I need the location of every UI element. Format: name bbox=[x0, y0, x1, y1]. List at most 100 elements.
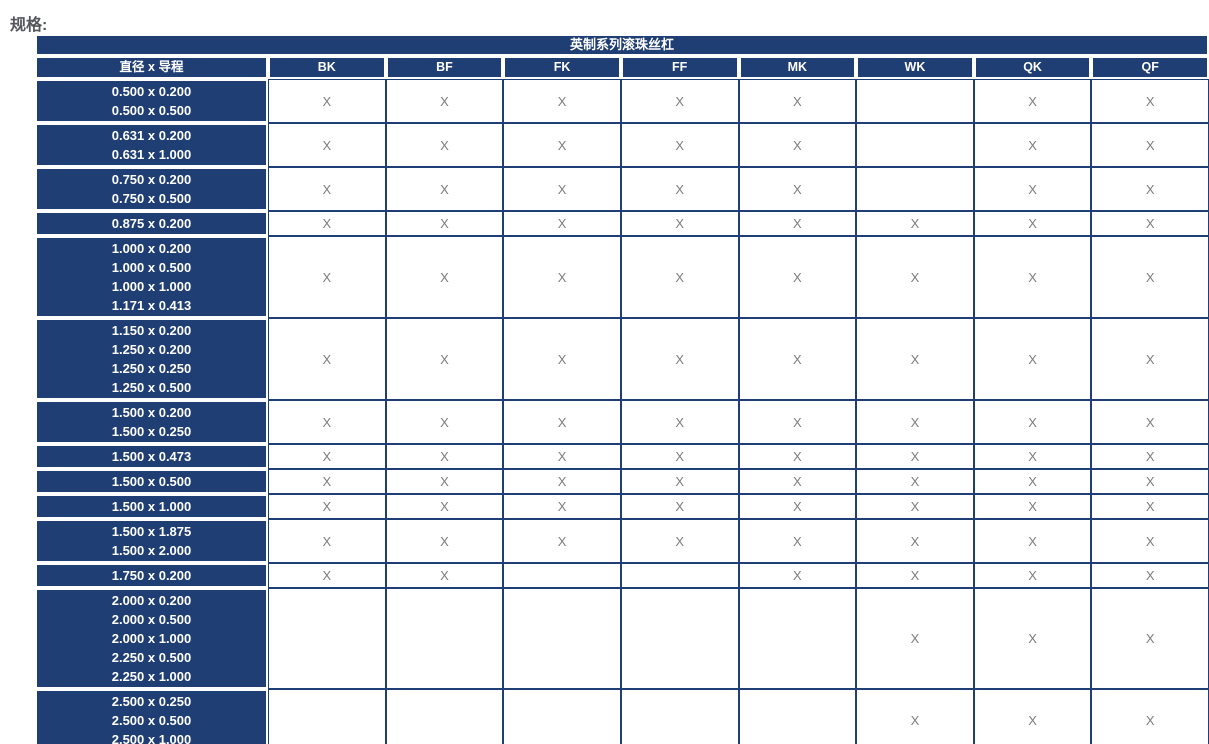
mark-cell: X bbox=[856, 519, 974, 563]
row-label-line: 1.500 x 2.000 bbox=[111, 543, 192, 558]
mark-cell: X bbox=[856, 444, 974, 469]
mark-cell: X bbox=[503, 494, 621, 519]
row-label-line: 2.250 x 0.500 bbox=[111, 650, 192, 665]
row-label-line: 1.000 x 0.200 bbox=[111, 241, 192, 256]
mark-cell: X bbox=[973, 79, 1092, 123]
mark-cell: X bbox=[1091, 236, 1209, 318]
mark-cell: X bbox=[1091, 79, 1209, 123]
row-label: 2.500 x 0.250 2.500 x 0.500 2.500 x 1.000 bbox=[35, 689, 268, 744]
mark-cell: X bbox=[1091, 519, 1209, 563]
row-label-line: 2.250 x 1.000 bbox=[111, 669, 192, 684]
mark-cell: X bbox=[385, 494, 504, 519]
mark-cell: X bbox=[268, 494, 386, 519]
mark-cell: X bbox=[738, 494, 857, 519]
mark-cell: X bbox=[856, 211, 974, 236]
table-row: 1.500 x 1.875 1.500 x 2.000 X X X X X X X X bbox=[35, 519, 1209, 563]
row-label-line: 0.750 x 0.200 bbox=[111, 172, 192, 187]
row-label-line: 1.750 x 0.200 bbox=[111, 568, 192, 583]
row-label-line: 1.250 x 0.200 bbox=[111, 342, 192, 357]
row-label: 1.500 x 0.473 bbox=[35, 444, 268, 469]
table-row: 0.631 x 0.200 0.631 x 1.000 X X X X X X X bbox=[35, 123, 1209, 167]
mark-cell: X bbox=[973, 494, 1092, 519]
mark-cell: X bbox=[1091, 444, 1209, 469]
row-label-line: 1.171 x 0.413 bbox=[111, 298, 192, 313]
mark-cell: X bbox=[385, 318, 504, 400]
column-header-bk: BK bbox=[268, 56, 386, 79]
table-row: 0.500 x 0.200 0.500 x 0.500 X X X X X X X bbox=[35, 79, 1209, 123]
mark-cell: X bbox=[503, 469, 621, 494]
mark-cell: X bbox=[620, 211, 739, 236]
table-row: 0.875 x 0.200 X X X X X X X X bbox=[35, 211, 1209, 236]
row-label-line: 2.500 x 0.500 bbox=[111, 713, 192, 728]
empty-cell bbox=[856, 167, 974, 211]
mark-cell: X bbox=[620, 519, 739, 563]
mark-cell: X bbox=[385, 167, 504, 211]
empty-cell bbox=[503, 563, 621, 588]
mark-cell: X bbox=[268, 211, 386, 236]
mark-cell: X bbox=[503, 79, 621, 123]
row-label-line: 1.500 x 1.000 bbox=[111, 499, 192, 514]
row-label: 0.750 x 0.200 0.750 x 0.500 bbox=[35, 167, 268, 211]
empty-cell bbox=[620, 563, 739, 588]
column-header-bf: BF bbox=[385, 56, 504, 79]
mark-cell: X bbox=[385, 236, 504, 318]
mark-cell: X bbox=[385, 123, 504, 167]
column-header-mk: MK bbox=[738, 56, 857, 79]
mark-cell: X bbox=[856, 563, 974, 588]
row-label-line: 0.500 x 0.500 bbox=[111, 103, 192, 118]
mark-cell: X bbox=[503, 236, 621, 318]
row-label-line: 1.000 x 0.500 bbox=[111, 260, 192, 275]
mark-cell: X bbox=[620, 494, 739, 519]
row-label: 1.500 x 1.000 bbox=[35, 494, 268, 519]
mark-cell: X bbox=[1091, 211, 1209, 236]
empty-cell bbox=[385, 588, 504, 689]
row-label-line: 1.500 x 0.500 bbox=[111, 474, 192, 489]
row-label-line: 1.150 x 0.200 bbox=[111, 323, 192, 338]
mark-cell: X bbox=[973, 444, 1092, 469]
mark-cell: X bbox=[738, 444, 857, 469]
mark-cell: X bbox=[1091, 689, 1209, 744]
mark-cell: X bbox=[973, 211, 1092, 236]
table-row: 1.150 x 0.200 1.250 x 0.200 1.250 x 0.250 1… bbox=[35, 318, 1209, 400]
column-header-wk: WK bbox=[856, 56, 974, 79]
mark-cell: X bbox=[268, 79, 386, 123]
row-label: 1.750 x 0.200 bbox=[35, 563, 268, 588]
mark-cell: X bbox=[1091, 167, 1209, 211]
row-label: 1.000 x 0.200 1.000 x 0.500 1.000 x 1.000 1… bbox=[35, 236, 268, 318]
mark-cell: X bbox=[385, 519, 504, 563]
mark-cell: X bbox=[385, 211, 504, 236]
mark-cell: X bbox=[620, 236, 739, 318]
empty-cell bbox=[385, 689, 504, 744]
table-row: 2.000 x 0.200 2.000 x 0.500 2.000 x 1.000 2… bbox=[35, 588, 1209, 689]
row-label-line: 2.500 x 1.000 bbox=[111, 732, 192, 744]
mark-cell: X bbox=[738, 563, 857, 588]
empty-cell bbox=[268, 689, 386, 744]
mark-cell: X bbox=[973, 400, 1092, 444]
mark-cell: X bbox=[856, 400, 974, 444]
mark-cell: X bbox=[268, 444, 386, 469]
mark-cell: X bbox=[1091, 318, 1209, 400]
mark-cell: X bbox=[620, 400, 739, 444]
mark-cell: X bbox=[620, 167, 739, 211]
row-label-line: 2.500 x 0.250 bbox=[111, 694, 192, 709]
mark-cell: X bbox=[268, 400, 386, 444]
row-label-line: 1.250 x 0.250 bbox=[111, 361, 192, 376]
mark-cell: X bbox=[738, 123, 857, 167]
mark-cell: X bbox=[268, 318, 386, 400]
mark-cell: X bbox=[738, 79, 857, 123]
row-label: 1.150 x 0.200 1.250 x 0.200 1.250 x 0.250 1… bbox=[35, 318, 268, 400]
row-label-line: 1.500 x 0.250 bbox=[111, 424, 192, 439]
mark-cell: X bbox=[1091, 563, 1209, 588]
mark-cell: X bbox=[973, 588, 1092, 689]
table-row: 1.500 x 0.500 X X X X X X X X bbox=[35, 469, 1209, 494]
empty-cell bbox=[856, 79, 974, 123]
mark-cell: X bbox=[738, 236, 857, 318]
mark-cell: X bbox=[856, 318, 974, 400]
mark-cell: X bbox=[973, 236, 1092, 318]
row-label: 1.500 x 1.875 1.500 x 2.000 bbox=[35, 519, 268, 563]
mark-cell: X bbox=[268, 167, 386, 211]
mark-cell: X bbox=[385, 469, 504, 494]
page-title: 规格: bbox=[10, 17, 48, 34]
row-label-line: 1.500 x 1.875 bbox=[111, 524, 192, 539]
empty-cell bbox=[268, 588, 386, 689]
